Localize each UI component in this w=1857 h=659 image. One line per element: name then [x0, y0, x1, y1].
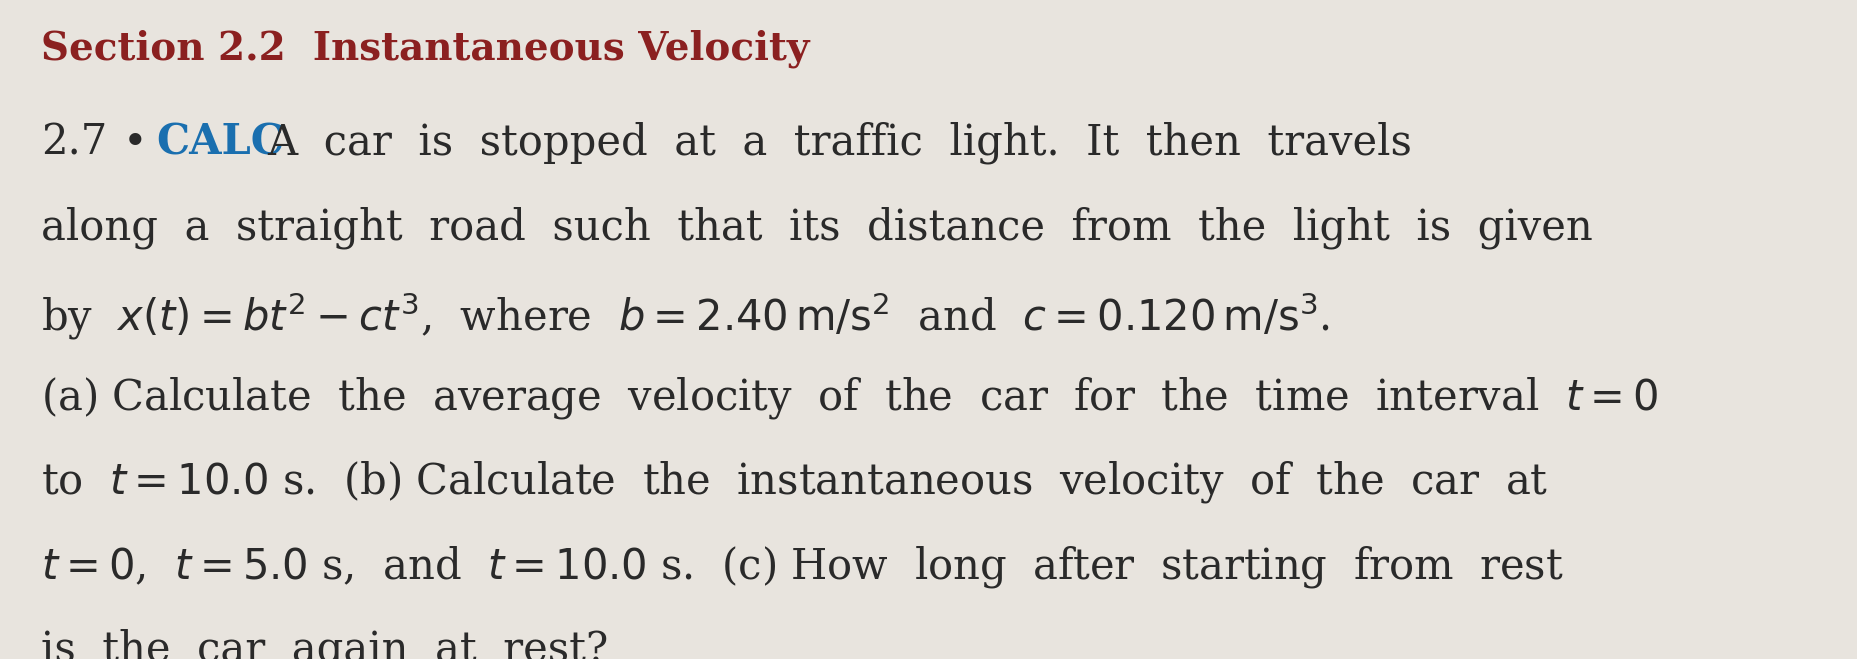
Text: $t = 0$,  $t = 5.0$ s,  and  $t = 10.0$ s.  (c) How  long  after  starting  from: $t = 0$, $t = 5.0$ s, and $t = 10.0$ s. … [41, 544, 1564, 590]
Text: (a) Calculate  the  average  velocity  of  the  car  for  the  time  interval  $: (a) Calculate the average velocity of th… [41, 375, 1656, 421]
Text: Section 2.2  Instantaneous Velocity: Section 2.2 Instantaneous Velocity [41, 30, 810, 68]
Text: 2.7: 2.7 [41, 122, 108, 164]
Text: A  car  is  stopped  at  a  traffic  light.  It  then  travels: A car is stopped at a traffic light. It … [267, 122, 1411, 164]
Text: along  a  straight  road  such  that  its  distance  from  the  light  is  given: along a straight road such that its dist… [41, 206, 1591, 248]
Text: •: • [123, 122, 147, 164]
Text: CALC: CALC [156, 122, 284, 164]
Text: is  the  car  again  at  rest?: is the car again at rest? [41, 628, 607, 659]
Text: by  $x(t) = bt^2 - ct^3$,  where  $b = 2.40\,\mathrm{m/s}^2$  and  $c = 0.120\,\: by $x(t) = bt^2 - ct^3$, where $b = 2.40… [41, 291, 1330, 342]
Text: to  $t = 10.0$ s.  (b) Calculate  the  instantaneous  velocity  of  the  car  at: to $t = 10.0$ s. (b) Calculate the insta… [41, 459, 1547, 505]
